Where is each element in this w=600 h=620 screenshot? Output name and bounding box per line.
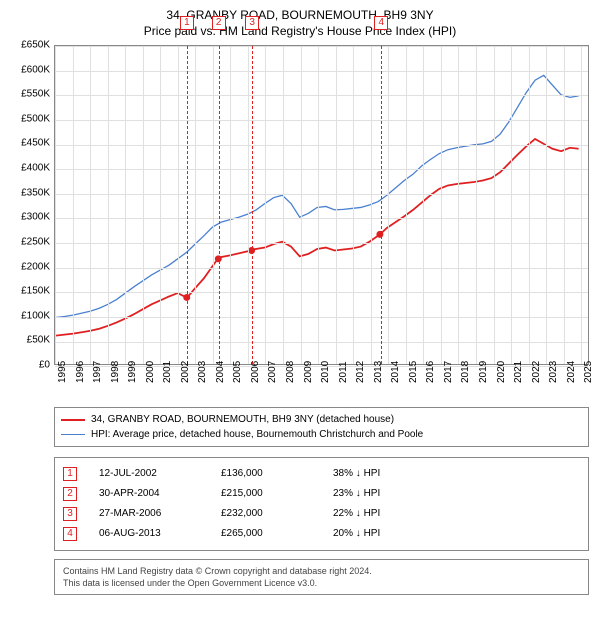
x-tick-label: 2021 xyxy=(513,361,524,383)
y-tick-label: £200K xyxy=(21,261,50,272)
x-tick-label: 2016 xyxy=(425,361,436,383)
sales-table: 1 12-JUL-2002 £136,000 38% ↓ HPI 2 30-APR-200… xyxy=(54,457,589,551)
y-tick-label: £550K xyxy=(21,89,50,100)
plot-area: 1234 xyxy=(54,45,589,365)
x-tick-label: 2005 xyxy=(232,361,243,383)
table-row: 2 30-APR-2004 £215,000 23% ↓ HPI xyxy=(63,484,580,504)
sale-index-marker: 2 xyxy=(63,487,77,501)
sale-marker-box: 4 xyxy=(374,16,388,30)
y-tick-label: £100K xyxy=(21,310,50,321)
sale-marker-box: 3 xyxy=(245,16,259,30)
y-tick-label: £150K xyxy=(21,286,50,297)
sale-date: 27-MAR-2006 xyxy=(99,504,199,524)
x-tick-label: 2014 xyxy=(390,361,401,383)
y-tick-label: £50K xyxy=(27,335,50,346)
sale-delta: 23% ↓ HPI xyxy=(333,484,433,504)
y-tick-label: £0 xyxy=(39,360,50,371)
x-tick-label: 2006 xyxy=(250,361,261,383)
x-tick-label: 2001 xyxy=(162,361,173,383)
x-tick-label: 2022 xyxy=(531,361,542,383)
sale-price: £136,000 xyxy=(221,464,311,484)
legend-swatch xyxy=(61,419,85,421)
x-tick-label: 2000 xyxy=(145,361,156,383)
attribution-line: This data is licensed under the Open Gov… xyxy=(63,577,580,589)
y-tick-label: £600K xyxy=(21,64,50,75)
sale-index-marker: 1 xyxy=(63,467,77,481)
y-tick-label: £650K xyxy=(21,40,50,51)
x-tick-label: 2024 xyxy=(566,361,577,383)
sale-delta: 38% ↓ HPI xyxy=(333,464,433,484)
x-tick-label: 1999 xyxy=(127,361,138,383)
legend-swatch xyxy=(61,434,85,435)
sale-marker-line xyxy=(381,46,382,364)
x-tick-label: 2015 xyxy=(408,361,419,383)
sale-price: £215,000 xyxy=(221,484,311,504)
sale-delta: 22% ↓ HPI xyxy=(333,504,433,524)
sale-marker-line xyxy=(252,46,253,364)
y-tick-label: £300K xyxy=(21,212,50,223)
legend-row: 34, GRANBY ROAD, BOURNEMOUTH, BH9 3NY (d… xyxy=(61,412,582,427)
sale-marker-line xyxy=(187,46,188,364)
sale-delta: 20% ↓ HPI xyxy=(333,524,433,544)
sale-date: 30-APR-2004 xyxy=(99,484,199,504)
x-tick-label: 2013 xyxy=(373,361,384,383)
sale-marker-box: 2 xyxy=(212,16,226,30)
title-address: 34, GRANBY ROAD, BOURNEMOUTH, BH9 3NY xyxy=(4,8,596,24)
table-row: 4 06-AUG-2013 £265,000 20% ↓ HPI xyxy=(63,524,580,544)
legend-label: HPI: Average price, detached house, Bour… xyxy=(91,427,423,442)
attribution: Contains HM Land Registry data © Crown c… xyxy=(54,559,589,595)
x-tick-label: 2011 xyxy=(338,361,349,383)
x-tick-label: 2012 xyxy=(355,361,366,383)
x-tick-label: 2020 xyxy=(496,361,507,383)
sale-date: 12-JUL-2002 xyxy=(99,464,199,484)
x-tick-label: 2007 xyxy=(267,361,278,383)
sale-index-marker: 3 xyxy=(63,507,77,521)
x-tick-label: 2003 xyxy=(197,361,208,383)
x-tick-label: 1996 xyxy=(75,361,86,383)
y-tick-label: £350K xyxy=(21,187,50,198)
chart-container: 34, GRANBY ROAD, BOURNEMOUTH, BH9 3NY Pr… xyxy=(0,0,600,620)
x-tick-label: 1997 xyxy=(92,361,103,383)
legend-label: 34, GRANBY ROAD, BOURNEMOUTH, BH9 3NY (d… xyxy=(91,412,394,427)
x-tick-label: 1995 xyxy=(57,361,68,383)
x-tick-label: 1998 xyxy=(110,361,121,383)
table-row: 1 12-JUL-2002 £136,000 38% ↓ HPI xyxy=(63,464,580,484)
attribution-line: Contains HM Land Registry data © Crown c… xyxy=(63,565,580,577)
chart-title: 34, GRANBY ROAD, BOURNEMOUTH, BH9 3NY Pr… xyxy=(4,8,596,39)
title-subtitle: Price paid vs. HM Land Registry's House … xyxy=(4,24,596,40)
x-tick-label: 2008 xyxy=(285,361,296,383)
sale-marker-box: 1 xyxy=(180,16,194,30)
sale-price: £232,000 xyxy=(221,504,311,524)
x-tick-label: 2019 xyxy=(478,361,489,383)
legend: 34, GRANBY ROAD, BOURNEMOUTH, BH9 3NY (d… xyxy=(54,407,589,447)
sale-index-marker: 4 xyxy=(63,527,77,541)
y-tick-label: £250K xyxy=(21,236,50,247)
table-row: 3 27-MAR-2006 £232,000 22% ↓ HPI xyxy=(63,504,580,524)
sale-date: 06-AUG-2013 xyxy=(99,524,199,544)
legend-row: HPI: Average price, detached house, Bour… xyxy=(61,427,582,442)
x-tick-label: 2010 xyxy=(320,361,331,383)
x-tick-label: 2018 xyxy=(460,361,471,383)
y-tick-label: £500K xyxy=(21,113,50,124)
x-tick-label: 2023 xyxy=(548,361,559,383)
x-tick-label: 2017 xyxy=(443,361,454,383)
x-tick-label: 2002 xyxy=(180,361,191,383)
sale-point xyxy=(376,231,383,238)
y-tick-label: £450K xyxy=(21,138,50,149)
x-tick-label: 2004 xyxy=(215,361,226,383)
y-tick-label: £400K xyxy=(21,163,50,174)
sale-marker-line xyxy=(219,46,220,364)
x-tick-label: 2025 xyxy=(583,361,594,383)
sale-price: £265,000 xyxy=(221,524,311,544)
x-tick-label: 2009 xyxy=(303,361,314,383)
